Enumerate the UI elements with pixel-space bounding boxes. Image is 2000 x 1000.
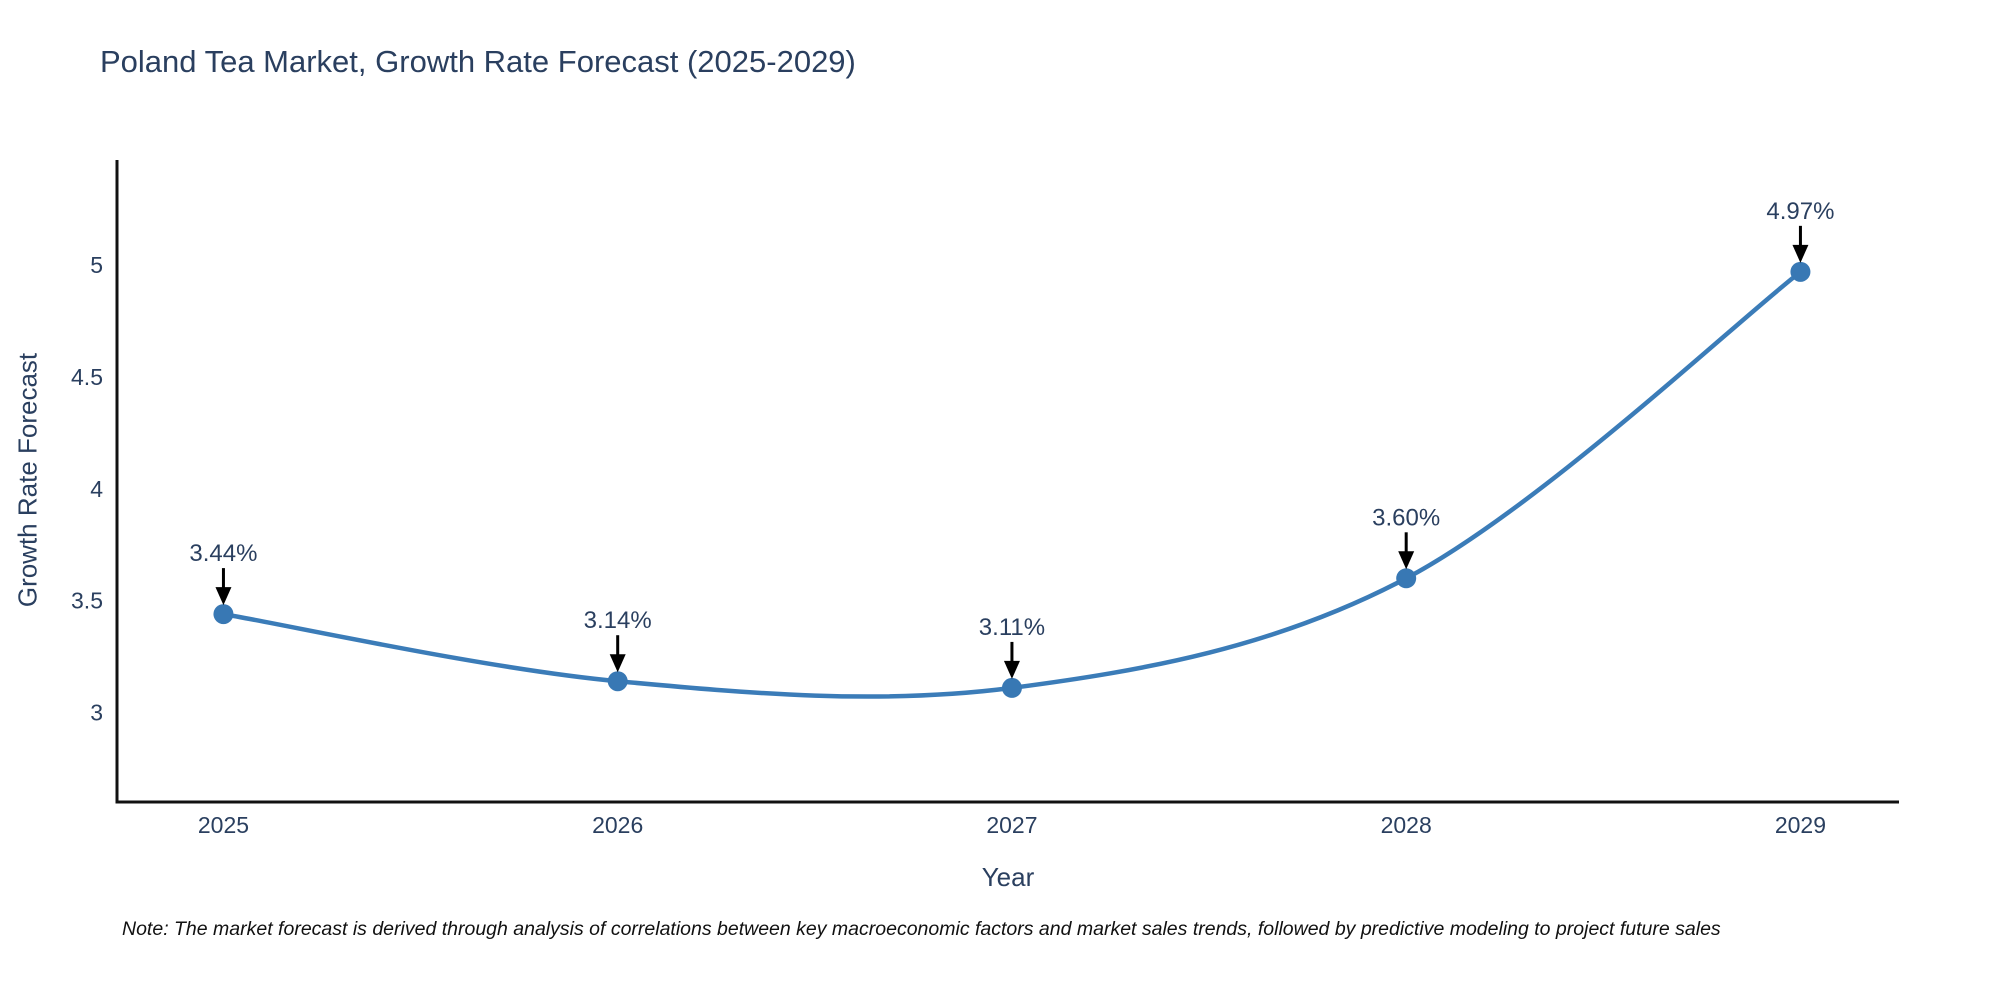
footnote: Note: The market forecast is derived thr… bbox=[122, 918, 1721, 940]
x-tick-label-2025: 2025 bbox=[198, 812, 249, 838]
x-tick-label-2028: 2028 bbox=[1381, 812, 1432, 838]
x-tick-label-2026: 2026 bbox=[592, 812, 643, 838]
annotation-label-2025: 3.44% bbox=[189, 540, 257, 567]
y-tick-label-5: 5 bbox=[90, 252, 103, 278]
x-tick-label-2029: 2029 bbox=[1775, 812, 1826, 838]
annotation-label-2029: 4.97% bbox=[1766, 198, 1834, 225]
x-axis-title: Year bbox=[981, 862, 1035, 892]
annotation-arrow-head-2025 bbox=[215, 587, 232, 606]
annotation-arrow-head-2026 bbox=[609, 654, 626, 673]
annotation-label-2027: 3.11% bbox=[979, 614, 1045, 641]
data-point-2026 bbox=[607, 671, 628, 692]
data-point-2029 bbox=[1790, 261, 1811, 282]
annotation-arrow-head-2027 bbox=[1003, 660, 1020, 679]
chart-title: Poland Tea Market, Growth Rate Forecast … bbox=[100, 44, 856, 79]
x-tick-label-2027: 2027 bbox=[986, 812, 1037, 838]
annotation-arrow-head-2028 bbox=[1398, 551, 1415, 570]
data-point-2028 bbox=[1396, 568, 1417, 589]
data-point-2025 bbox=[213, 604, 234, 625]
y-tick-label-4: 4 bbox=[90, 476, 103, 502]
y-tick-label-3: 3 bbox=[90, 700, 103, 726]
annotation-arrow-head-2029 bbox=[1792, 244, 1809, 263]
y-tick-label-4.5: 4.5 bbox=[71, 364, 103, 390]
annotation-label-2028: 3.60% bbox=[1372, 504, 1440, 531]
annotation-label-2026: 3.14% bbox=[584, 607, 652, 634]
y-tick-label-3.5: 3.5 bbox=[71, 588, 103, 614]
data-point-2027 bbox=[1001, 677, 1022, 698]
